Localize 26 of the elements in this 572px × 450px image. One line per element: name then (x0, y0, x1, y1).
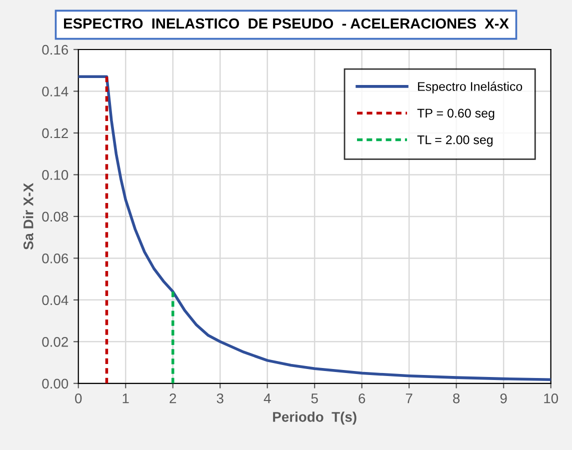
x-tick-label: 10 (544, 393, 558, 404)
legend-label: TP = 0.60 seg (417, 108, 494, 120)
y-tick-label: 0.14 (42, 86, 68, 96)
y-tick-label: 0.08 (42, 212, 68, 222)
y-axis-title: Sa Dir X-X (23, 182, 34, 250)
y-tick-label: 0.02 (42, 336, 68, 347)
x-tick-label: 1 (122, 394, 129, 404)
x-tick-label: 3 (216, 393, 224, 404)
y-tick-label: 0.16 (42, 44, 68, 55)
x-tick-label: 5 (311, 394, 318, 404)
x-axis-title: Periodo T(s) (273, 412, 356, 425)
y-tick-label: 0.00 (42, 378, 68, 389)
y-tick-label: 0.04 (42, 295, 68, 306)
x-tick-label: 7 (406, 394, 412, 404)
y-tick-label: 0.06 (42, 254, 68, 264)
x-tick-label: 8 (453, 393, 460, 404)
legend-label: TL = 2.00 seg (417, 135, 493, 147)
y-tick-label: 0.12 (42, 128, 68, 138)
x-tick-label: 4 (264, 394, 271, 404)
y-tick-label: 0.10 (42, 170, 68, 180)
x-tick-label: 6 (358, 393, 366, 404)
x-tick-label: 9 (500, 393, 507, 404)
x-tick-label: 0 (75, 393, 82, 404)
chart-title: ESPECTRO INELASTICO DE PSEUDO - ACELERACIONES X-X (64, 18, 509, 29)
legend-label: Espectro Inelástico (418, 82, 522, 94)
x-tick-label: 2 (170, 393, 176, 404)
